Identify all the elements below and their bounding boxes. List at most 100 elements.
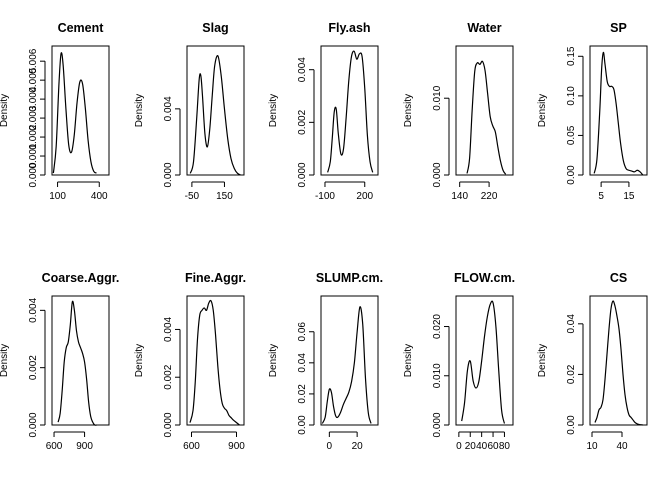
plot-title: Slag <box>202 21 228 35</box>
y-tick-label: 0.02 <box>297 384 308 404</box>
density-curve-coarse-aggr <box>57 300 97 426</box>
y-tick-label: 0.010 <box>432 363 443 388</box>
y-tick-label: 0.004 <box>163 316 174 341</box>
y-axis: 0.000 0.002 0.004 <box>28 297 46 438</box>
y-axis: 0.000 0.002 0.004 <box>297 57 315 188</box>
x-tick-label: 60 <box>487 441 499 452</box>
y-axis-label: Density <box>134 94 145 127</box>
plot-title: SLUMP.cm. <box>316 271 383 285</box>
y-axis-label: Density <box>0 344 10 377</box>
plot-water: Water 0.000 0.010 Density 140 220 <box>403 21 514 202</box>
plot-coarse-aggr: Coarse.Aggr. 0.000 0.002 0.004 Density 600 900 <box>0 271 119 452</box>
y-tick-label: 0.000 <box>297 162 308 187</box>
y-tick-label: 0.002 <box>28 124 39 149</box>
y-axis: 0.000 0.002 0.004 <box>163 316 181 438</box>
x-tick-label: 20 <box>352 441 364 452</box>
plot-frame <box>589 295 648 426</box>
x-tick-label: -100 <box>315 191 335 202</box>
x-tick-label: 0 <box>327 441 333 452</box>
plot-frame <box>589 45 648 176</box>
x-tick-label: 220 <box>481 191 498 202</box>
y-tick-label: 0.02 <box>566 364 577 384</box>
y-tick-label: 0.00 <box>297 415 308 435</box>
x-axis: 0 20 <box>327 431 364 452</box>
y-axis: 0.000 0.010 0.020 <box>432 314 450 438</box>
y-tick-label: 0.000 <box>28 162 39 187</box>
plot-title: Fly.ash <box>328 21 370 35</box>
x-tick-label: 20 <box>465 441 477 452</box>
y-axis-label: Density <box>403 344 414 377</box>
y-tick-label: 0.004 <box>28 86 39 111</box>
plot-title: FLOW.cm. <box>454 271 515 285</box>
y-tick-label: 0.001 <box>28 143 39 168</box>
y-axis: 0.000 0.004 <box>163 96 181 188</box>
x-tick-label: 600 <box>183 441 200 452</box>
y-axis-label: Density <box>403 94 414 127</box>
x-axis: 600 900 <box>183 431 245 452</box>
x-tick-label: 400 <box>91 191 108 202</box>
x-tick-label: 0 <box>456 441 462 452</box>
y-tick-label: 0.10 <box>566 86 577 106</box>
plot-title: Cement <box>58 21 105 35</box>
x-axis: 5 15 <box>598 181 635 202</box>
plot-frame <box>186 295 245 426</box>
y-tick-label: 0.06 <box>297 322 308 342</box>
x-tick-label: 10 <box>586 441 598 452</box>
x-axis: 10 40 <box>586 431 628 452</box>
x-tick-label: 80 <box>499 441 511 452</box>
plot-flow-cm: FLOW.cm. 0.000 0.010 0.020 Density 0 20 40 60 80 <box>403 271 515 452</box>
plot-frame <box>186 45 245 176</box>
y-tick-label: 0.00 <box>566 165 577 185</box>
density-curve-water <box>466 60 507 175</box>
y-tick-label: 0.020 <box>432 314 443 339</box>
y-axis: 0.00 0.02 0.04 0.06 <box>297 322 315 435</box>
density-curve-fine-aggr <box>189 299 240 426</box>
y-tick-label: 0.002 <box>163 364 174 389</box>
y-tick-label: 0.006 <box>28 48 39 73</box>
plot-frame <box>320 45 379 176</box>
plot-frame <box>320 295 379 426</box>
plot-title: Water <box>467 21 501 35</box>
plot-slump-cm: SLUMP.cm. 0.00 0.02 0.04 0.06 Density 0 20 <box>268 271 383 452</box>
y-tick-label: 0.004 <box>297 57 308 82</box>
y-tick-label: 0.00 <box>566 415 577 435</box>
density-curve-cement <box>52 52 97 174</box>
y-tick-label: 0.002 <box>28 355 39 380</box>
y-tick-label: 0.04 <box>297 353 308 373</box>
plot-title: SP <box>610 21 627 35</box>
y-tick-label: 0.04 <box>566 314 577 334</box>
x-axis: 140 220 <box>451 181 498 202</box>
plot-frame <box>455 45 514 176</box>
plot-frame <box>51 295 110 426</box>
x-axis: 600 900 <box>46 431 93 452</box>
x-tick-label: 600 <box>46 441 63 452</box>
y-tick-label: 0.000 <box>163 162 174 187</box>
x-axis: 100 400 <box>49 181 108 202</box>
plot-title: CS <box>610 271 627 285</box>
x-axis: -100 200 <box>315 181 374 202</box>
y-tick-label: 0.000 <box>28 412 39 437</box>
density-curve-fly-ash <box>327 50 374 173</box>
y-tick-label: 0.05 <box>566 125 577 145</box>
plot-fine-aggr: Fine.Aggr. 0.000 0.002 0.004 Density 600 900 <box>134 271 246 452</box>
y-axis: 0.00 0.02 0.04 <box>566 314 584 435</box>
y-tick-label: 0.002 <box>297 109 308 134</box>
x-tick-label: 200 <box>356 191 373 202</box>
y-tick-label: 0.010 <box>432 85 443 110</box>
y-axis: 0.000 0.010 <box>432 85 450 188</box>
y-tick-label: 0.15 <box>566 46 577 66</box>
x-axis: -50 150 <box>185 181 233 202</box>
plot-cs: CS 0.00 0.02 0.04 Density 10 40 <box>537 271 648 452</box>
x-tick-label: 40 <box>476 441 488 452</box>
density-curve-cs <box>594 300 644 426</box>
y-tick-label: 0.004 <box>163 96 174 121</box>
x-tick-label: 5 <box>598 191 604 202</box>
y-tick-label: 0.003 <box>28 105 39 130</box>
y-tick-label: 0.000 <box>163 412 174 437</box>
plot-title: Fine.Aggr. <box>185 271 246 285</box>
y-tick-label: 0.004 <box>28 297 39 322</box>
density-curve-sp <box>593 51 644 176</box>
y-tick-label: 0.000 <box>432 162 443 187</box>
plot-frame <box>455 295 514 426</box>
